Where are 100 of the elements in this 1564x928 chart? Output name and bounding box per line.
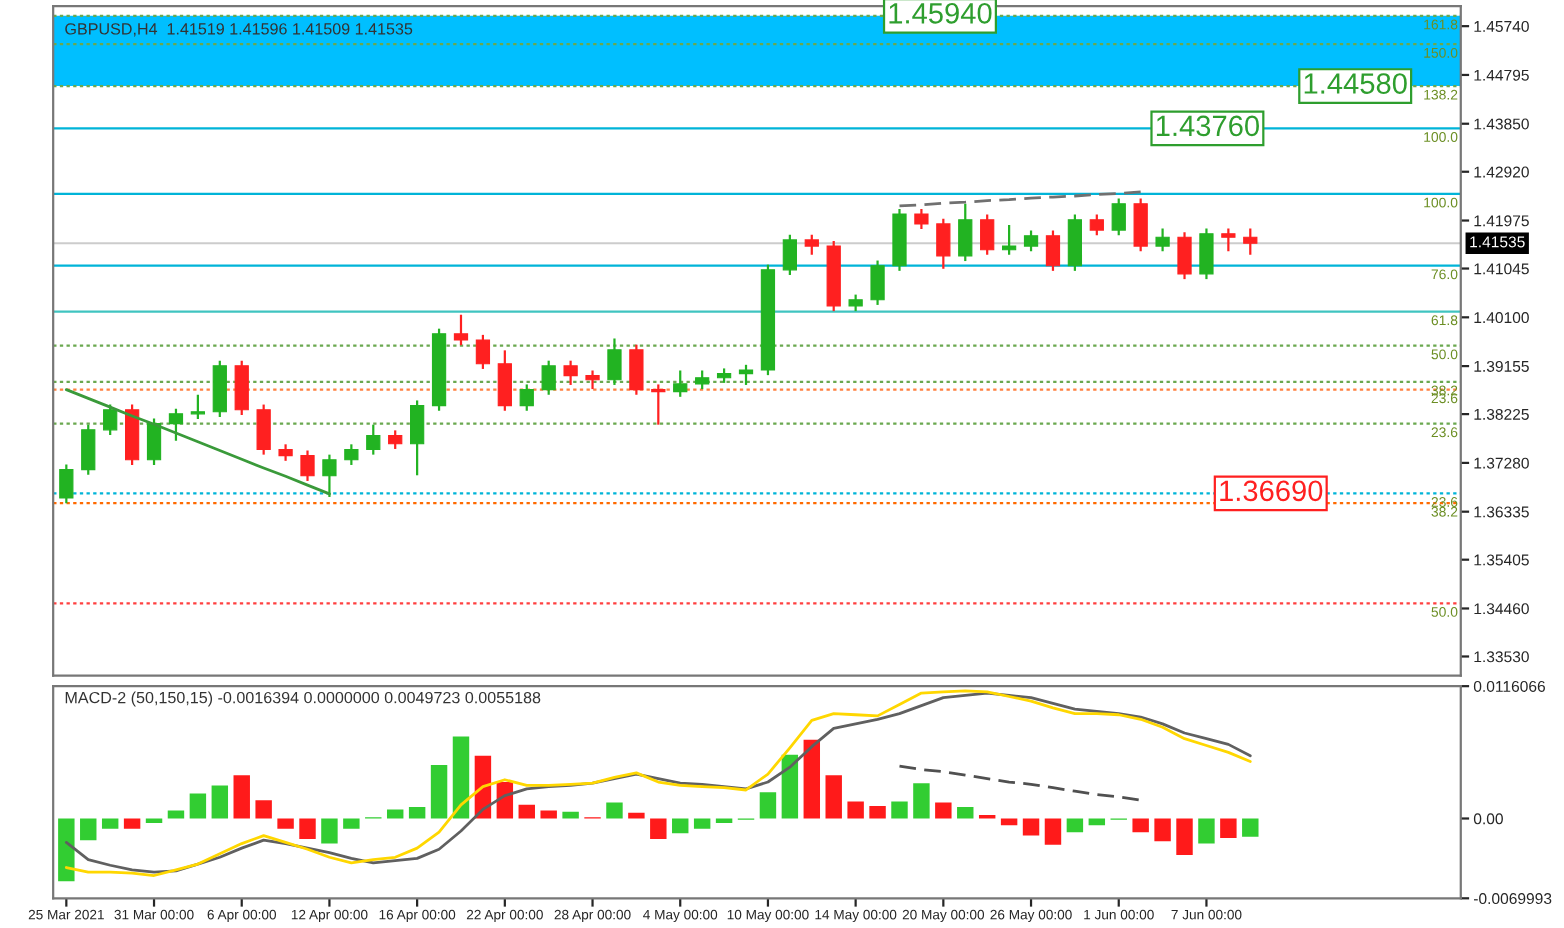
candlestick [563,359,578,387]
bar [80,818,97,841]
bar [1220,818,1237,838]
candlestick [1199,227,1214,281]
bar [935,802,952,819]
bar [715,818,733,824]
candlestick [475,333,491,371]
candlestick [146,417,162,467]
candlestick [1001,223,1017,256]
candlestick [958,202,973,263]
bar [1022,818,1040,836]
bar [386,809,404,819]
candlestick [1045,229,1061,272]
candlestick [1133,197,1148,253]
candlestick [782,233,797,277]
bar [452,736,470,819]
candlestick [1155,227,1170,253]
line-series [898,190,1143,208]
candlestick [103,403,118,437]
bar [1088,818,1106,826]
line-series [64,388,331,496]
bar [277,818,294,829]
chart-title: MACD-2 (50,150,15) -0.0016394 0.0000000 0.0049723 0.0055188 [65,691,541,707]
candlestick [1067,213,1083,272]
candlestick [936,217,951,270]
text: GBPUSD,H4 1.41519 1.41596 1.41509 1.41535 [65,23,413,37]
candlestick [190,393,206,421]
candlestick [1177,231,1192,281]
candlestick [234,359,249,416]
bar [211,785,229,819]
candlestick [673,369,688,398]
bar [562,811,579,819]
bar [825,775,842,819]
bar [1176,818,1193,855]
candlestick [453,313,469,347]
bar [1044,818,1062,845]
bar [1198,818,1215,844]
bar [628,812,645,819]
bar [913,783,930,819]
candlestick [1089,213,1104,237]
candlestick [629,343,644,396]
candlestick [870,259,885,307]
ref-line-label: 1.44580 [1304,73,1407,94]
bar [847,801,864,819]
bar [408,807,426,819]
bar [803,739,821,819]
bar [518,804,535,819]
bar [781,754,799,819]
bar [672,818,689,834]
candlestick [1221,227,1236,253]
bar [430,764,448,819]
bar [759,792,777,819]
bar [650,818,667,840]
bar [255,800,272,819]
candlestick [980,213,995,256]
ref-line-label: 1.36690 [1220,480,1323,502]
candlestick [541,359,556,396]
bar [1242,818,1259,837]
candlestick [59,463,74,505]
candlestick [300,449,315,483]
candlestick [366,423,381,456]
bar [189,793,207,819]
bar [233,775,250,819]
bar [1154,818,1171,842]
candlestick [695,369,710,391]
candlestick [738,363,754,387]
ref-line-label: 1.45940 [889,3,992,24]
candlestick [1023,229,1039,253]
bar [540,810,557,819]
bar [123,818,141,829]
candlestick [212,359,227,419]
bar [1066,818,1084,833]
candlestick [256,403,271,456]
line-series [898,764,1143,802]
bar [1132,818,1149,833]
candlestick [410,399,425,477]
bar [299,818,316,840]
candlestick [585,369,600,391]
bar [869,805,886,819]
bar [101,818,119,829]
candlestick [914,207,929,231]
bar [58,818,75,882]
candlestick [1111,197,1126,237]
bar [693,818,711,829]
bar [957,807,974,819]
bar [145,818,163,824]
bar [1000,818,1018,826]
ref-line-label: 1.43760 [1156,115,1259,137]
candlestick [519,383,534,412]
candlestick [804,233,819,256]
bar [891,801,908,819]
bar [343,818,360,829]
candlestick [607,337,622,387]
candlestick [651,383,666,426]
candlestick [1243,227,1258,256]
candlestick [344,443,359,467]
candlestick [322,453,337,499]
candlestick [388,429,403,451]
candlestick [497,349,512,412]
bar [321,818,338,844]
